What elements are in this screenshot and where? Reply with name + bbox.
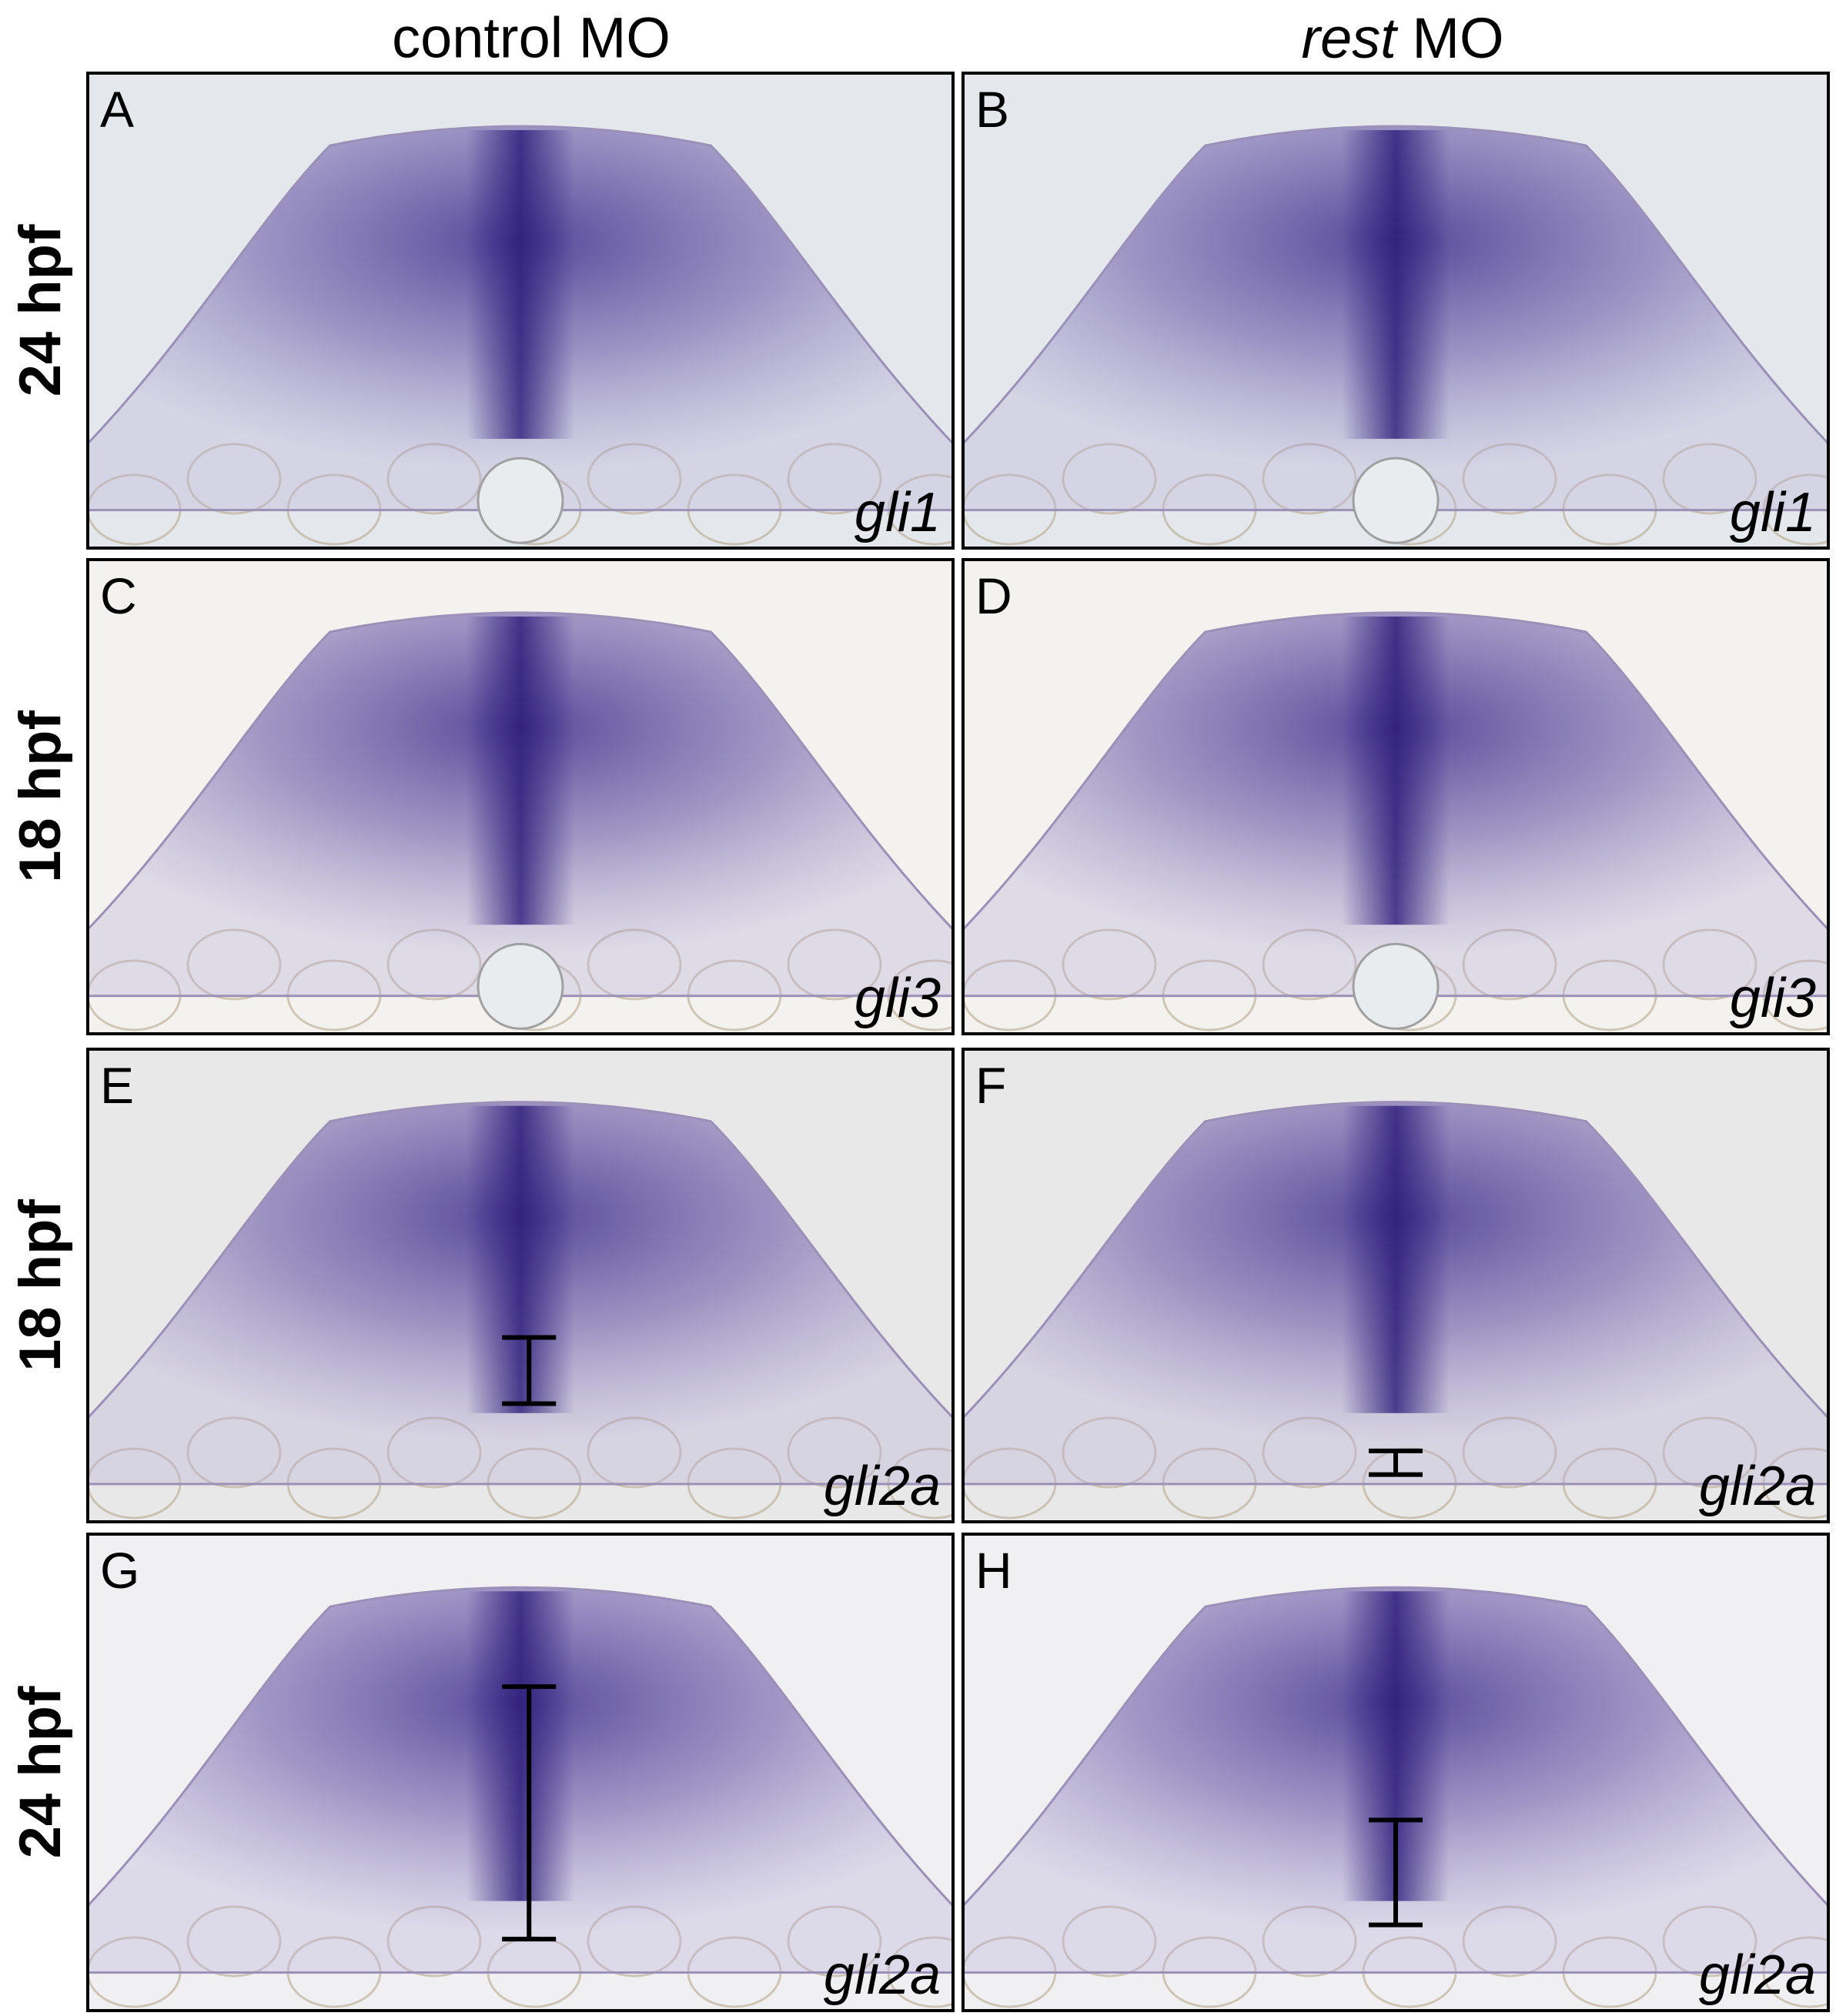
panel-border	[86, 1048, 955, 1523]
gene-label: gli1	[1730, 482, 1816, 543]
notochord	[477, 456, 564, 544]
micrograph	[88, 1049, 953, 1522]
panel-letter: H	[975, 1542, 1012, 1599]
midline-stain	[467, 1105, 574, 1413]
column-header: rest MO	[1301, 6, 1503, 70]
micrograph	[963, 1534, 1828, 2011]
gene-label: gli3	[854, 968, 941, 1029]
gene-label: gli2a	[824, 1456, 941, 1517]
column-header: control MO	[392, 6, 671, 70]
gene-label: gli2a	[824, 1944, 941, 2006]
row-label: 18 hpf	[8, 710, 73, 882]
midline-stain	[467, 130, 574, 440]
panel-letter: D	[975, 567, 1012, 624]
panel-letter: C	[100, 567, 137, 624]
micrograph	[88, 560, 953, 1034]
column-header-text: MO	[1412, 6, 1503, 70]
gene-label: gli2a	[1699, 1944, 1816, 2006]
panel-letter: F	[975, 1057, 1006, 1114]
panel-letter: B	[975, 81, 1009, 138]
micrograph	[963, 1049, 1828, 1522]
panel-border	[961, 558, 1830, 1035]
micrograph	[963, 73, 1828, 548]
column-header-italic: rest	[1301, 6, 1399, 70]
midline-stain	[1342, 616, 1450, 925]
panel-letter: E	[100, 1057, 134, 1114]
row-label: 18 hpf	[8, 1199, 73, 1371]
panel-border	[961, 1533, 1830, 2012]
panel-letter: A	[100, 81, 134, 138]
micrograph	[963, 560, 1828, 1034]
micrograph	[88, 73, 953, 548]
panel-border	[86, 1533, 955, 2012]
notochord	[1352, 942, 1440, 1030]
notochord	[477, 942, 564, 1030]
gene-label: gli2a	[1699, 1456, 1816, 1517]
gene-label: gli3	[1730, 968, 1816, 1029]
midline-stain	[1342, 1105, 1450, 1413]
gene-label: gli1	[854, 482, 941, 543]
row-label: 24 hpf	[8, 224, 73, 396]
panel-border	[86, 72, 955, 550]
midline-stain	[467, 616, 574, 925]
midline-stain	[467, 1591, 574, 1901]
notochord	[1352, 456, 1440, 544]
panel-letter: G	[100, 1542, 139, 1599]
panel-border	[961, 1048, 1830, 1523]
micrograph	[88, 1534, 953, 2011]
panel-border	[961, 72, 1830, 550]
midline-stain	[1342, 130, 1450, 440]
row-label: 24 hpf	[8, 1686, 73, 1858]
panel-border	[86, 558, 955, 1035]
